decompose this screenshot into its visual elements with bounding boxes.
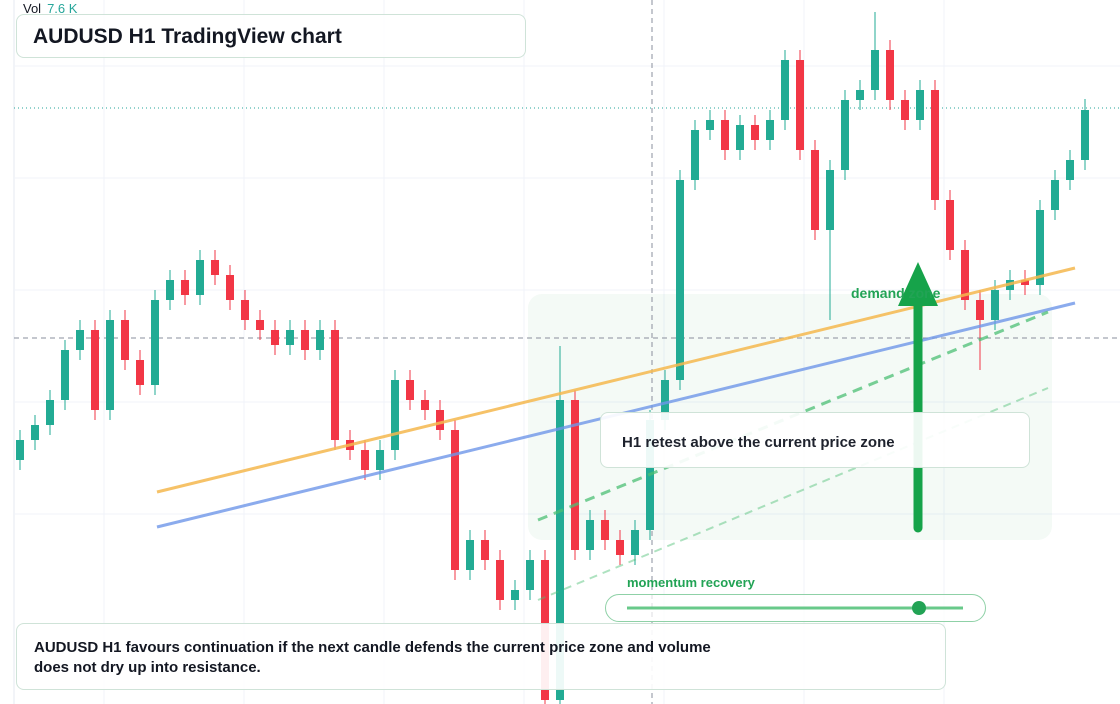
candle-body (481, 540, 489, 560)
candle-body (766, 120, 774, 140)
candle-body (91, 330, 99, 410)
candle-body (46, 400, 54, 425)
candle-body (901, 100, 909, 120)
candle-body (946, 200, 954, 250)
candle-body (1036, 210, 1044, 285)
volume-label: Vol (23, 1, 42, 16)
candle-body (376, 450, 384, 470)
slider-handle[interactable] (912, 601, 926, 615)
candle-body (301, 330, 309, 350)
candle-body (856, 90, 864, 100)
candle-body (781, 60, 789, 120)
candle-body (331, 330, 339, 440)
candle-body (211, 260, 219, 275)
candle-body (826, 170, 834, 230)
candle-body (271, 330, 279, 345)
candle-body (166, 280, 174, 300)
candle-body (256, 320, 264, 330)
caption: AUDUSD H1 favours continuation if the ne… (34, 639, 711, 676)
candle-body (556, 400, 564, 700)
candle-body (151, 300, 159, 385)
candle-body (61, 350, 69, 400)
annotation: H1 retest above the current price zone (622, 434, 895, 451)
candle-body (316, 330, 324, 350)
candle-body (16, 440, 24, 460)
slider-label: momentum recovery (627, 575, 755, 590)
zone-label: demand zone (851, 285, 941, 301)
candle-body (1066, 160, 1074, 180)
candle-body (976, 300, 984, 320)
candle-body (496, 560, 504, 600)
candle-body (136, 360, 144, 385)
candle-body (181, 280, 189, 295)
slider[interactable] (605, 594, 986, 622)
candle-body (391, 380, 399, 450)
candle-body (796, 60, 804, 150)
candle-body (466, 540, 474, 570)
candle-body (616, 540, 624, 555)
candle-body (601, 520, 609, 540)
candle-body (721, 120, 729, 150)
candle-body (676, 180, 684, 380)
candle-body (661, 380, 669, 420)
candle-body (811, 150, 819, 230)
candle-body (931, 90, 939, 200)
candle-body (571, 400, 579, 550)
candle-body (451, 430, 459, 570)
candle-body (706, 120, 714, 130)
candle-body (1051, 180, 1059, 210)
candle-body (751, 125, 759, 140)
candle-body (586, 520, 594, 550)
candle-body (916, 90, 924, 120)
candle-body (421, 400, 429, 410)
candle-body (871, 50, 879, 90)
candle-body (511, 590, 519, 600)
candle-body (31, 425, 39, 440)
candle-body (841, 100, 849, 170)
candle-body (286, 330, 294, 345)
candle-body (106, 320, 114, 410)
chart-title: AUDUSD H1 TradingView chart (33, 25, 342, 48)
volume-legend: Vol 7.6 K (23, 1, 77, 16)
candle-body (76, 330, 84, 350)
candle-body (226, 275, 234, 300)
candle-body (1021, 280, 1029, 285)
candle-body (1081, 110, 1089, 160)
annotation-box: H1 retest above the current price zone (600, 412, 1030, 468)
candle-body (121, 320, 129, 360)
candle-body (991, 290, 999, 320)
caption-box: AUDUSD H1 favours continuation if the ne… (16, 623, 946, 690)
candle-body (631, 530, 639, 555)
candle-body (436, 410, 444, 430)
title-box: AUDUSD H1 TradingView chart (16, 14, 526, 58)
candle-body (526, 560, 534, 590)
candle-body (886, 50, 894, 100)
candle-body (361, 450, 369, 470)
arrow-head (898, 262, 938, 306)
slider-graphic (627, 601, 963, 615)
candle-body (961, 250, 969, 300)
candle-body (406, 380, 414, 400)
candle-body (196, 260, 204, 295)
candle-body (736, 125, 744, 150)
volume-value: 7.6 K (47, 1, 78, 16)
candle-body (691, 130, 699, 180)
candle-body (241, 300, 249, 320)
